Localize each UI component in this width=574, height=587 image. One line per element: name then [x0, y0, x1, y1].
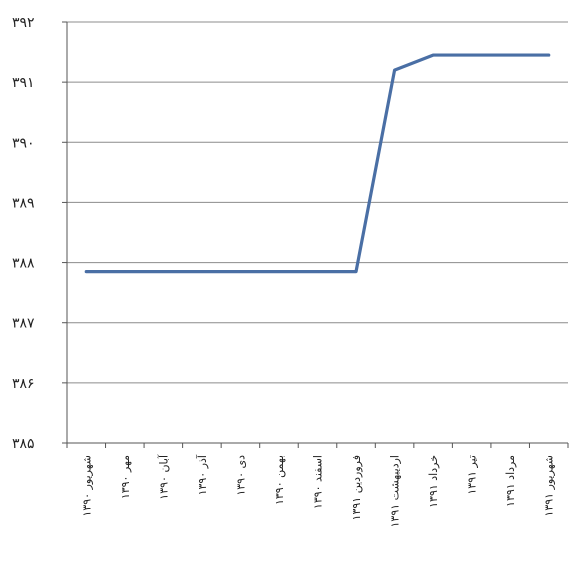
data-point	[354, 270, 358, 273]
series-line	[84, 53, 551, 274]
data-point	[316, 270, 319, 273]
x-tick-label: اسفند ۱۳۹۰	[312, 455, 325, 509]
data-point	[393, 68, 396, 72]
y-tick-label: ۳۸۵	[12, 436, 35, 452]
data-point	[470, 53, 473, 57]
data-point	[277, 270, 281, 273]
data-point	[508, 53, 512, 57]
gridlines	[67, 21, 568, 384]
axes	[62, 21, 569, 448]
data-point	[162, 270, 165, 273]
x-tick-label: بهمن ۱۳۹۰	[273, 455, 286, 505]
data-point	[239, 270, 242, 273]
series-layer	[84, 53, 551, 274]
data-point	[123, 270, 127, 273]
y-tick-labels: ۳۸۵ ۳۸۶ ۳۸۷ ۳۸۸ ۳۸۹ ۳۹۰ ۳۹۱ ۳۹۲	[12, 15, 35, 452]
x-tick-label: آبان ۱۳۹۰	[156, 454, 170, 500]
x-tick-labels: شهریور ۱۳۹۰ مهر ۱۳۹۰ آبان ۱۳۹۰ آذر ۱۳۹۰ دی ۱…	[80, 454, 555, 527]
x-tick-label: مرداد ۱۳۹۱	[504, 455, 517, 507]
x-tick-label: آذر ۱۳۹۰	[195, 454, 209, 495]
y-tick-label: ۳۸۸	[12, 256, 35, 272]
y-tick-label: ۳۸۶	[12, 376, 35, 392]
x-tick-label: شهریور ۱۳۹۰	[80, 455, 93, 517]
x-tick-label: مهر ۱۳۹۰	[119, 455, 132, 499]
x-tick-label: فروردین ۱۳۹۱	[350, 455, 363, 520]
data-point	[200, 270, 204, 273]
x-tick-label: اردیبهشت ۱۳۹۱	[389, 455, 402, 527]
y-tick-label: ۳۹۲	[12, 15, 35, 31]
data-point	[85, 270, 88, 273]
y-tick-label: ۳۸۹	[12, 195, 35, 211]
x-tick-label: دی ۱۳۹۰	[234, 455, 247, 496]
y-tick-label: ۳۹۱	[12, 75, 35, 91]
x-tick-label: خرداد ۱۳۹۱	[427, 455, 440, 508]
y-tick-label: ۳۹۰	[12, 135, 35, 151]
data-point	[547, 53, 550, 57]
y-tick-label: ۳۸۷	[12, 316, 35, 332]
x-tick-label: تیر ۱۳۹۱	[466, 455, 479, 495]
data-point	[431, 53, 435, 57]
x-tick-label: شهریور ۱۳۹۱	[543, 455, 556, 517]
